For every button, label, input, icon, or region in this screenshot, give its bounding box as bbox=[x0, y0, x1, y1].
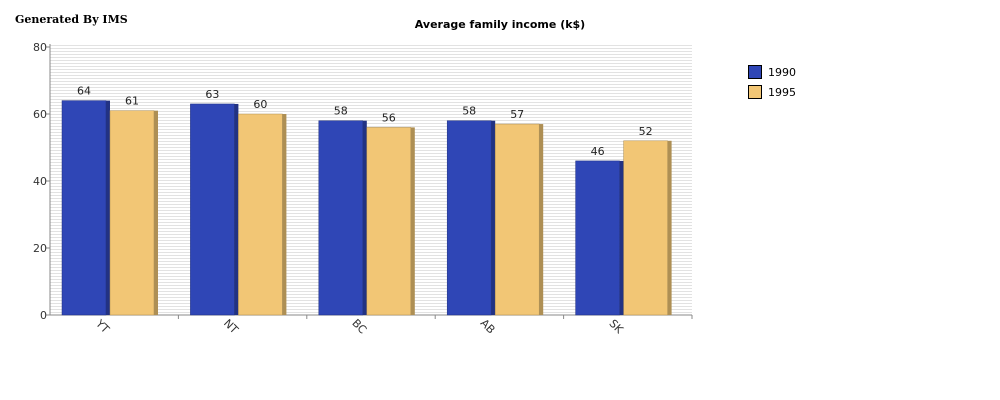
bar-side-1995-YT bbox=[154, 110, 158, 316]
data-label-1990-NT: 63 bbox=[205, 88, 219, 101]
chart-title: Average family income (k$) bbox=[414, 18, 586, 31]
legend-item-1990: 1990 bbox=[748, 62, 796, 82]
x-tick-label-SK: SK bbox=[606, 317, 626, 337]
legend: 1990 1995 bbox=[748, 62, 796, 102]
data-label-1995-AB: 57 bbox=[510, 108, 524, 121]
bar-side-1990-SK bbox=[619, 160, 624, 315]
bar-side-1995-NT bbox=[282, 114, 287, 315]
data-label-1995-BC: 56 bbox=[382, 111, 396, 124]
bar-1990-AB bbox=[446, 120, 492, 316]
bar-side-1995-SK bbox=[667, 140, 672, 315]
x-tick-label-BC: BC bbox=[349, 317, 369, 337]
legend-swatch-1995 bbox=[748, 85, 762, 99]
legend-label-1995: 1995 bbox=[768, 85, 796, 99]
x-tick-label-NT: NT bbox=[221, 317, 241, 337]
x-tick-label-AB: AB bbox=[478, 317, 498, 337]
bar-side-1990-NT bbox=[234, 103, 239, 315]
bar-1990-SK bbox=[575, 160, 620, 316]
data-label-1990-YT: 64 bbox=[77, 85, 91, 98]
bar-1995-SK bbox=[623, 140, 668, 316]
bar-1995-BC bbox=[366, 127, 412, 316]
x-tick-label-YT: YT bbox=[92, 316, 112, 336]
watermark: Generated By IMS bbox=[15, 13, 128, 26]
data-label-1995-YT: 61 bbox=[125, 95, 139, 108]
bar-side-1990-YT bbox=[106, 100, 110, 315]
bar-1990-NT bbox=[190, 103, 235, 316]
data-label-1990-AB: 58 bbox=[462, 105, 476, 118]
bar-side-1995-AB bbox=[539, 124, 544, 315]
legend-swatch-1990 bbox=[748, 65, 762, 79]
data-label-1990-BC: 58 bbox=[334, 105, 348, 118]
data-label-1990-SK: 46 bbox=[591, 145, 605, 158]
y-tick-label: 40 bbox=[33, 175, 47, 188]
bar-1990-BC bbox=[318, 120, 364, 316]
y-tick-label: 80 bbox=[33, 41, 47, 54]
bar-side-1990-AB bbox=[491, 120, 496, 315]
data-label-1995-SK: 52 bbox=[639, 125, 653, 138]
bar-1995-AB bbox=[494, 123, 540, 316]
y-tick-label: 60 bbox=[33, 108, 47, 121]
y-tick-label: 0 bbox=[40, 309, 47, 322]
legend-item-1995: 1995 bbox=[748, 82, 796, 102]
legend-label-1990: 1990 bbox=[768, 65, 796, 79]
bar-1995-YT bbox=[109, 110, 155, 316]
bar-side-1995-BC bbox=[410, 127, 415, 316]
data-label-1995-NT: 60 bbox=[253, 98, 267, 111]
y-tick-label: 20 bbox=[33, 242, 47, 255]
bar-side-1990-BC bbox=[362, 120, 367, 315]
bar-1990-YT bbox=[61, 100, 107, 316]
bar-1995-NT bbox=[238, 113, 283, 316]
